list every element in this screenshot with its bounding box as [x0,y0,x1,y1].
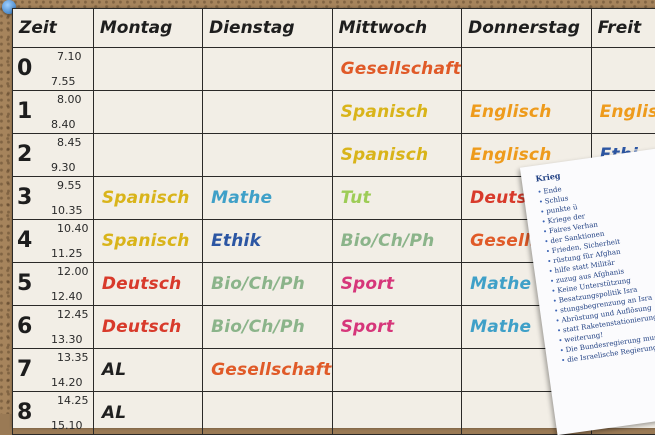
period-number: 5 [17,271,32,296]
period-start-time: 10.40 [57,222,89,235]
period-number: 8 [17,400,32,425]
subject-cell: Spanisch [332,91,461,134]
period-end-time: 8.40 [51,118,76,131]
period-start-time: 7.10 [57,50,82,63]
period-start-time: 14.25 [57,394,89,407]
period-number: 3 [17,185,32,210]
period-number: 4 [17,228,32,253]
period-end-time: 7.55 [51,75,76,88]
header-day: Mittwoch [332,9,461,48]
subject-cell [203,48,332,91]
table-row: 1 8.00 8.40 SpanischEnglischEnglisc [13,91,655,134]
subject-cell [462,48,591,91]
subject-cell: Bio/Ch/Ph [203,306,332,349]
subject-cell [93,134,202,177]
subject-cell [591,48,655,91]
subject-cell [203,392,332,435]
subject-cell: Sport [332,263,461,306]
header-day: Dienstag [203,9,332,48]
period-start-time: 8.45 [57,136,82,149]
period-end-time: 11.25 [51,247,83,260]
header-day: Montag [93,9,202,48]
period-end-time: 12.40 [51,290,83,303]
header-day: Donnerstag [462,9,591,48]
period-number: 1 [17,99,32,124]
period-start-time: 8.00 [57,93,82,106]
period-cell: 0 7.10 7.55 [13,48,94,91]
subject-cell: Tut [332,177,461,220]
subject-cell [332,392,461,435]
period-number: 2 [17,142,32,167]
period-end-time: 10.35 [51,204,83,217]
header-day: Freit [591,9,655,48]
period-end-time: 9.30 [51,161,76,174]
period-cell: 5 12.00 12.40 [13,263,94,306]
subject-cell: Mathe [203,177,332,220]
subject-cell: Deutsch [93,306,202,349]
header-row: Zeit Montag Dienstag Mittwoch Donnerstag… [13,9,655,48]
subject-cell: Englisc [591,91,655,134]
subject-cell: AL [93,349,202,392]
subject-cell [203,91,332,134]
period-end-time: 15.10 [51,419,83,432]
header-zeit: Zeit [13,9,94,48]
period-number: 0 [17,56,32,81]
subject-cell [203,134,332,177]
period-cell: 8 14.25 15.10 [13,392,94,435]
subject-cell: AL [93,392,202,435]
period-cell: 3 9.55 10.35 [13,177,94,220]
subject-cell: Gesellschaft [203,349,332,392]
subject-cell: Spanisch [332,134,461,177]
period-end-time: 14.20 [51,376,83,389]
subject-cell [93,48,202,91]
subject-cell: Englisch [462,91,591,134]
period-number: 6 [17,314,32,339]
subject-cell: Spanisch [93,220,202,263]
period-start-time: 12.45 [57,308,89,321]
subject-cell: Bio/Ch/Ph [203,263,332,306]
period-cell: 6 12.45 13.30 [13,306,94,349]
period-number: 7 [17,357,32,382]
period-cell: 7 13.35 14.20 [13,349,94,392]
period-cell: 1 8.00 8.40 [13,91,94,134]
subject-cell [93,91,202,134]
subject-cell: Spanisch [93,177,202,220]
subject-cell: Deutsch [93,263,202,306]
period-start-time: 13.35 [57,351,89,364]
period-cell: 2 8.45 9.30 [13,134,94,177]
period-start-time: 12.00 [57,265,89,278]
period-end-time: 13.30 [51,333,83,346]
table-row: 0 7.10 7.55 Gesellschaft [13,48,655,91]
subject-cell [332,349,461,392]
subject-cell: Sport [332,306,461,349]
period-start-time: 9.55 [57,179,82,192]
subject-cell: Bio/Ch/Ph [332,220,461,263]
period-cell: 4 10.40 11.25 [13,220,94,263]
subject-cell: Ethik [203,220,332,263]
subject-cell: Gesellschaft [332,48,461,91]
